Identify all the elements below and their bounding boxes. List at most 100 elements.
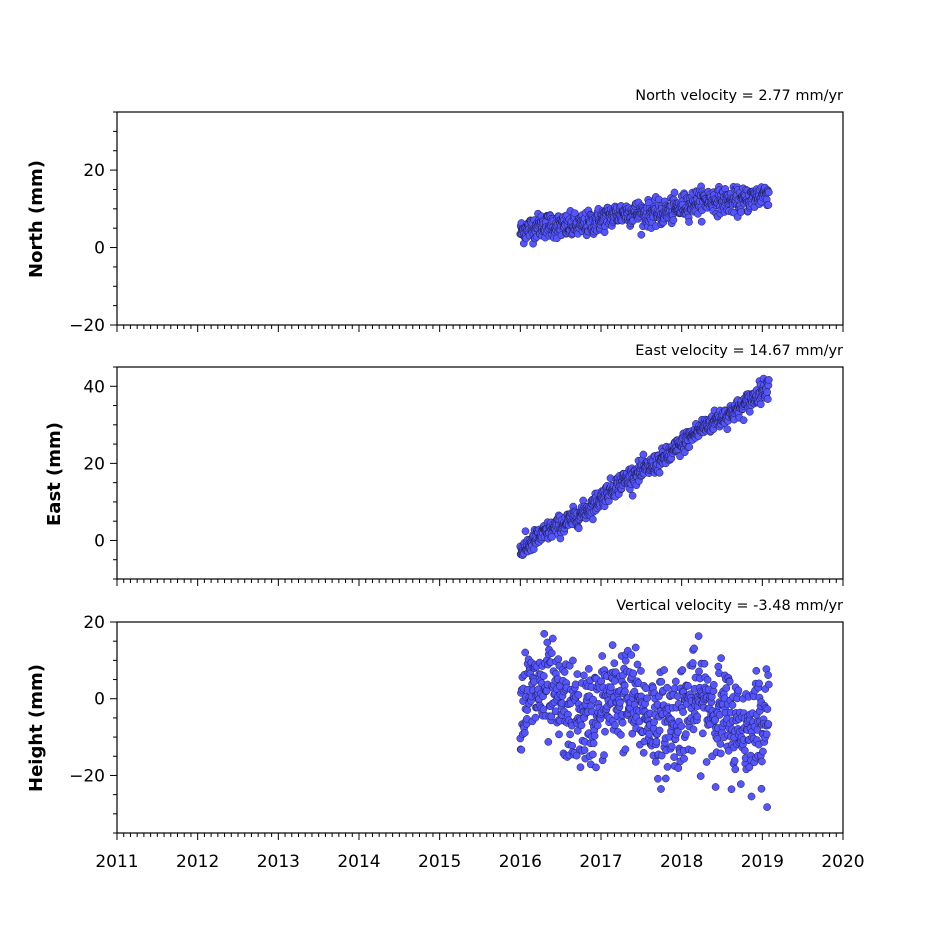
height-data-point bbox=[709, 680, 718, 689]
height-data-point bbox=[679, 708, 687, 716]
height-data-point bbox=[747, 792, 756, 801]
height-data-point bbox=[610, 659, 619, 668]
height-data-point bbox=[727, 785, 736, 794]
height-data-point bbox=[580, 746, 589, 754]
height-data-point bbox=[621, 687, 629, 696]
height-data-point bbox=[618, 718, 627, 727]
east-data-point bbox=[764, 376, 773, 384]
height-data-point bbox=[548, 634, 557, 643]
height-data-point bbox=[554, 655, 563, 663]
north-xticks bbox=[116, 325, 844, 332]
height-data-point bbox=[584, 665, 593, 673]
east-velocity-title: East velocity = 14.67 mm/yr bbox=[635, 343, 843, 359]
xtick-label: 2018 bbox=[660, 852, 703, 872]
height-data-point bbox=[703, 675, 712, 684]
north-data-point bbox=[670, 188, 679, 197]
height-data-point bbox=[650, 718, 658, 727]
height-data-point bbox=[698, 729, 707, 738]
height-data-point bbox=[663, 683, 672, 692]
height-data-point bbox=[654, 774, 662, 783]
height-data-point bbox=[661, 774, 670, 783]
east-data-point bbox=[639, 450, 648, 459]
east-data-point bbox=[655, 468, 664, 477]
height-data-point bbox=[637, 667, 645, 675]
east-panel: East velocity = 14.67 mm/yr East (mm) 0 2… bbox=[44, 343, 844, 586]
xtick-label: 2014 bbox=[337, 852, 380, 872]
height-data-point bbox=[702, 758, 711, 766]
height-data-point bbox=[574, 691, 583, 699]
east-data-point bbox=[685, 443, 694, 451]
height-data-point bbox=[673, 692, 682, 701]
height-ylabel: Height (mm) bbox=[26, 664, 47, 792]
east-yticks: 0 20 40 bbox=[83, 366, 117, 580]
height-data-point bbox=[680, 754, 688, 763]
height-data-point bbox=[517, 745, 526, 754]
height-data-point bbox=[628, 729, 637, 738]
height-data-point bbox=[730, 756, 739, 765]
east-data-point bbox=[628, 491, 637, 500]
height-data-point bbox=[688, 659, 697, 667]
height-data-point bbox=[657, 677, 666, 686]
height-points bbox=[516, 629, 773, 811]
height-data-point bbox=[611, 721, 619, 730]
height-data-point bbox=[674, 727, 682, 736]
xtick-label: 2019 bbox=[741, 852, 784, 872]
east-data-point bbox=[745, 407, 754, 416]
east-xticks bbox=[116, 579, 844, 586]
height-data-point bbox=[589, 695, 598, 704]
height-data-point bbox=[696, 772, 705, 780]
height-data-point bbox=[694, 632, 703, 640]
xtick-label: 2012 bbox=[176, 852, 219, 872]
height-data-point bbox=[657, 751, 666, 760]
height-data-point bbox=[645, 729, 654, 738]
height-data-point bbox=[540, 629, 549, 638]
east-ytick-label: 40 bbox=[83, 377, 105, 397]
height-data-point bbox=[627, 651, 636, 659]
height-data-point bbox=[555, 730, 563, 739]
height-data-point bbox=[757, 784, 766, 793]
height-data-point bbox=[641, 684, 650, 693]
height-data-point bbox=[677, 722, 686, 730]
height-data-point bbox=[711, 783, 720, 791]
x-tick-labels: 2011 2012 2013 2014 2015 2016 2017 2018 2019 2020 bbox=[95, 852, 864, 872]
height-data-point bbox=[660, 666, 668, 674]
height-data-point bbox=[695, 667, 703, 676]
height-data-point bbox=[621, 745, 630, 754]
east-axes-frame bbox=[116, 366, 844, 580]
height-data-point bbox=[763, 803, 771, 811]
xtick-label: 2017 bbox=[579, 852, 622, 872]
height-data-point bbox=[764, 720, 773, 728]
east-data-point bbox=[589, 515, 597, 524]
height-data-point bbox=[690, 644, 698, 653]
height-data-point bbox=[667, 742, 676, 751]
height-data-point bbox=[670, 753, 678, 761]
height-data-point bbox=[758, 757, 766, 766]
xtick-label: 2011 bbox=[95, 852, 138, 872]
height-data-point bbox=[590, 732, 599, 740]
height-data-point bbox=[764, 680, 773, 689]
height-data-point bbox=[629, 669, 638, 678]
height-data-point bbox=[741, 746, 749, 755]
xtick-label: 2015 bbox=[418, 852, 461, 872]
height-data-point bbox=[674, 764, 683, 772]
height-data-point bbox=[714, 662, 723, 671]
height-xticks bbox=[116, 833, 844, 840]
east-data-point bbox=[574, 524, 583, 533]
height-data-point bbox=[547, 712, 556, 721]
north-data-point bbox=[764, 188, 773, 197]
height-data-point bbox=[593, 721, 602, 730]
height-data-point bbox=[725, 677, 734, 686]
height-data-point bbox=[631, 643, 640, 652]
height-data-point bbox=[678, 666, 687, 674]
height-data-point bbox=[734, 686, 743, 695]
height-data-point bbox=[753, 726, 762, 734]
north-data-point bbox=[571, 209, 579, 218]
east-data-point bbox=[763, 388, 771, 397]
north-axes-frame bbox=[116, 111, 844, 326]
height-data-point bbox=[630, 687, 639, 696]
height-data-point bbox=[682, 730, 690, 738]
height-data-point bbox=[688, 746, 696, 755]
height-data-point bbox=[617, 731, 625, 739]
height-data-point bbox=[639, 748, 648, 757]
